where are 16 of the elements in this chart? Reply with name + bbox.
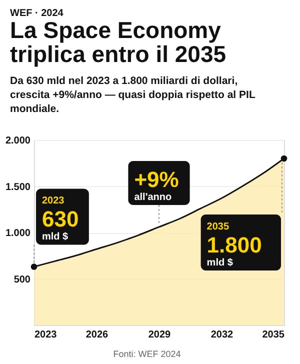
- y-tick-label: 2.000: [5, 136, 31, 146]
- x-tick-label: 2032: [210, 330, 234, 340]
- x-tick-label: 2029: [148, 330, 172, 340]
- annotation: 2023 630 mld $: [42, 196, 79, 243]
- y-tick-label: 1.000: [5, 228, 31, 239]
- text: WEF · 2024: [10, 8, 64, 19]
- x-tick-label: 2026: [86, 330, 109, 340]
- annotation: 2035 1.800 mld $: [206, 222, 262, 268]
- chart-title: La Space Economy triplica entro il 2035: [10, 17, 226, 67]
- text: Fonti: WEF 2024: [113, 349, 181, 359]
- y-tick-label: 1.500: [5, 182, 31, 193]
- x-tick-label: 2035: [262, 330, 285, 340]
- x-tick-label: 2023: [34, 330, 58, 340]
- y-tick-label: 500: [14, 274, 31, 286]
- annotation: +9% all'anno: [134, 166, 179, 203]
- chart-subtitle: Da 630 mld nel 2023 a 1.800 miliardi di dollari, crescita +9%/anno — quasi doppia rispetto al PIL mondiale.: [10, 75, 256, 115]
